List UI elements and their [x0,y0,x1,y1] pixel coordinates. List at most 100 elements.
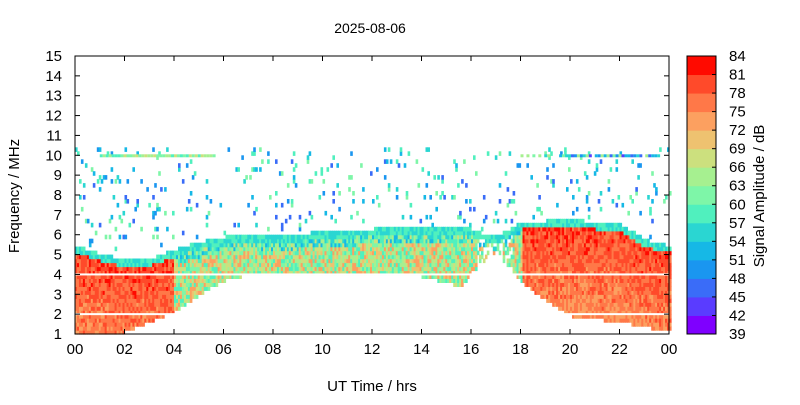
heatmap-cell [374,234,377,240]
heatmap-cell [154,306,157,311]
heatmap-cell [132,310,135,315]
heatmap-cell [605,250,609,256]
heatmap-cell [148,258,151,264]
heatmap-cell [360,246,363,252]
heatmap-cell [568,282,571,287]
heatmap-cell [136,294,139,299]
heatmap-cell [615,306,619,311]
heatmap-cell [415,234,419,240]
heatmap-cell [223,254,227,260]
heatmap-cell [205,238,209,244]
heatmap-cell [554,258,557,264]
heatmap-cell [189,286,193,291]
heatmap-cell [286,234,290,240]
heatmap-cell [465,230,468,236]
heatmap-cell [280,171,284,176]
heatmap-cell [409,242,413,248]
heatmap-cell [385,266,389,272]
heatmap-cell [253,234,256,240]
heatmap-cell [120,318,124,323]
heatmap-cell [548,147,551,152]
heatmap-cell [227,270,231,276]
heatmap-cell [197,250,201,256]
heatmap-cell [641,298,644,303]
heatmap-cell [663,326,666,331]
heatmap-cell [330,254,333,260]
heatmap-cell [587,270,591,276]
heatmap-cell [649,310,652,315]
heatmap-cell [326,242,330,248]
heatmap-cell [308,250,312,256]
heatmap-cell [631,322,634,327]
heatmap-cell [181,250,185,256]
heatmap-cell [79,195,82,200]
heatmap-cell [215,266,219,272]
heatmap-cell [387,147,391,152]
heatmap-cell [591,230,595,236]
heatmap-cell [574,234,577,240]
heatmap-cell [278,250,282,256]
heatmap-cell [587,278,591,283]
heatmap-cell [207,238,211,244]
heatmap-cell [286,254,290,260]
heatmap-cell [187,282,191,287]
heatmap-cell [174,302,177,307]
heatmap-cell [162,286,165,291]
heatmap-cell [310,238,314,244]
heatmap-cell [312,270,316,276]
heatmap-cell [587,290,591,295]
heatmap-cell [651,290,654,295]
heatmap-cell [587,230,591,236]
heatmap-cell [185,294,189,299]
heatmap-cell [178,250,181,256]
heatmap-cell [649,258,652,264]
heatmap-cell [142,306,145,311]
heatmap-cell [647,306,650,311]
heatmap-cell [546,175,549,180]
heatmap-cell [102,298,106,303]
heatmap-cell [518,246,522,252]
heatmap-cell [579,310,583,315]
heatmap-cell [348,258,351,264]
heatmap-cell [193,286,197,291]
heatmap-cell [417,270,421,276]
heatmap-cell [138,298,141,303]
heatmap-cell [538,282,541,287]
heatmap-cell [132,278,135,283]
heatmap-cell [215,250,219,256]
heatmap-cell [385,226,389,232]
heatmap-cell [490,234,494,240]
heatmap-cell [613,254,617,260]
heatmap-cell [577,226,581,232]
heatmap-cell [150,318,153,323]
heatmap-cell [389,254,393,260]
heatmap-cell [437,238,440,244]
heatmap-cell [84,326,88,331]
heatmap-cell [465,254,468,260]
heatmap-cell [239,250,242,256]
heatmap-cell [152,278,155,283]
heatmap-cell [467,258,470,264]
heatmap-cell [176,290,179,295]
heatmap-cell [508,199,512,204]
heatmap-cell [209,262,213,268]
heatmap-cell [140,306,143,311]
heatmap-cell [575,314,579,319]
heatmap-cell [316,242,320,248]
heatmap-cell [482,242,486,248]
heatmap-cell [354,234,357,240]
heatmap-cell [142,266,145,272]
heatmap-cell [407,254,411,260]
heatmap-cell [595,230,599,236]
heatmap-cell [146,314,149,319]
heatmap-cell [346,266,349,272]
band-mark [126,154,130,158]
heatmap-cell [140,270,143,276]
heatmap-cell [421,258,425,264]
heatmap-cell [183,278,187,283]
heatmap-cell [655,314,658,319]
heatmap-cell [269,250,272,256]
heatmap-cell [178,262,181,268]
heatmap-cell [439,242,442,248]
heatmap-cell [526,163,529,168]
